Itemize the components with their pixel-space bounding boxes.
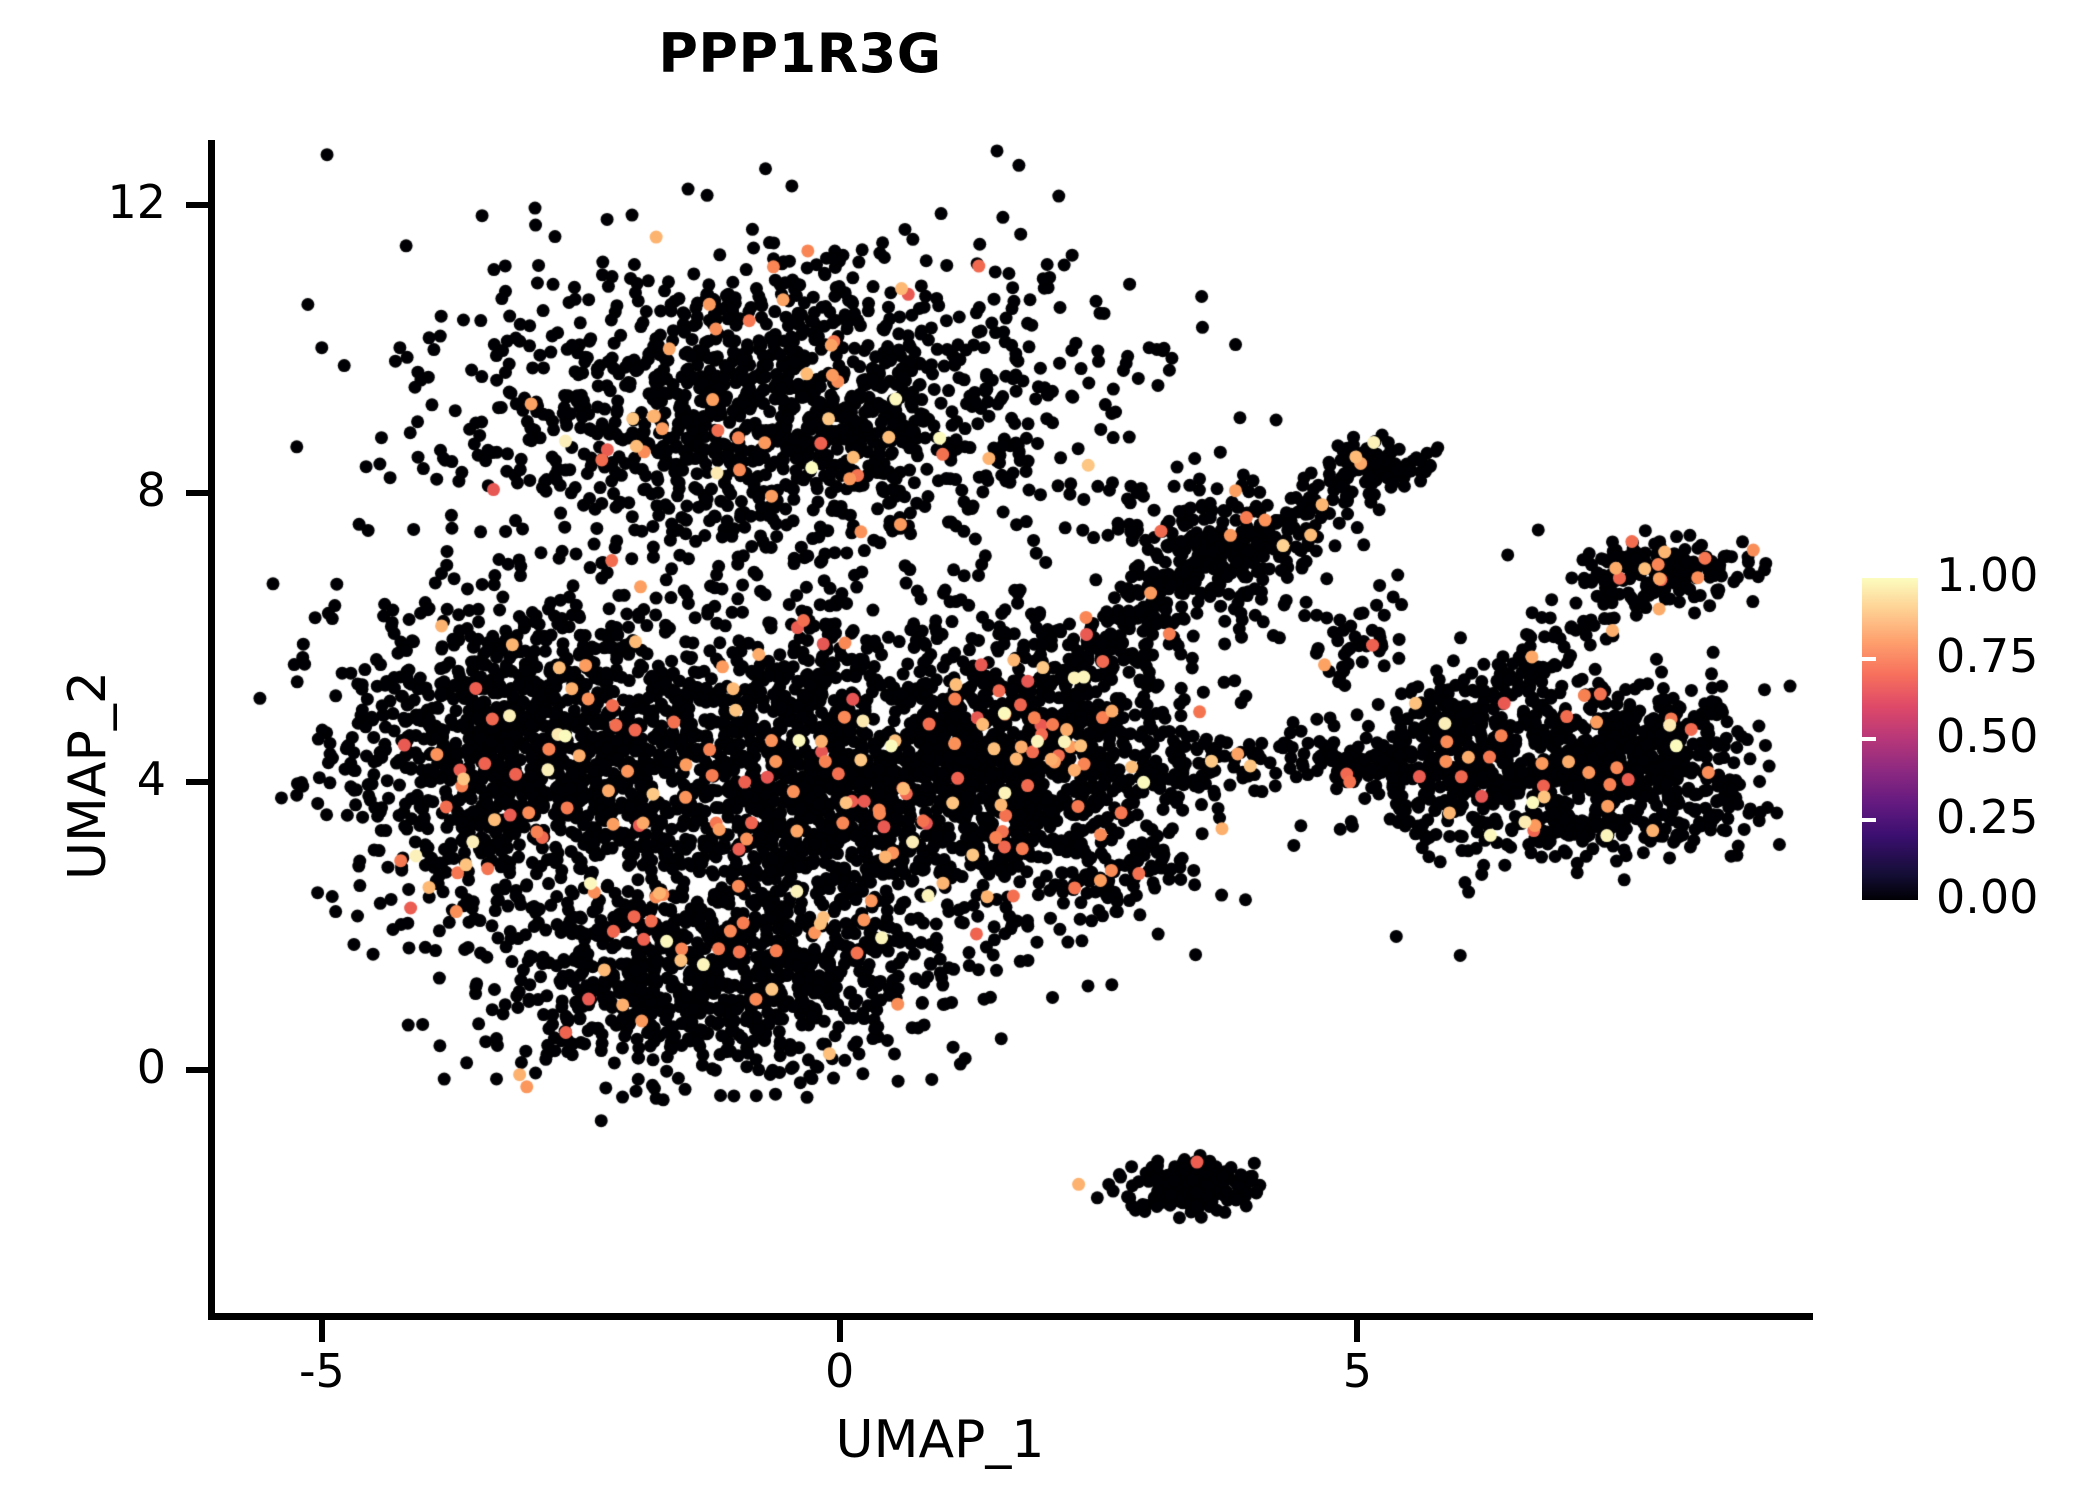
- y-tick-label: 8: [136, 463, 166, 518]
- x-tick-label: 0: [825, 1344, 855, 1398]
- colorbar-tick-label: 0.50: [1936, 709, 2039, 763]
- scatter-plot-area[interactable]: [208, 140, 1813, 1315]
- y-tick-mark: [186, 490, 208, 497]
- colorbar-tick-label: 0.00: [1936, 870, 2039, 924]
- colorbar-tick-mark: [1862, 656, 1876, 661]
- y-tick-label: 4: [136, 751, 166, 806]
- colorbar-tick-label: 0.75: [1936, 628, 2039, 683]
- x-axis-title: UMAP_1: [835, 1410, 1045, 1470]
- colorbar-tick-label: 0.25: [1936, 789, 2039, 844]
- colorbar-tick-label: 1.00: [1936, 548, 2039, 602]
- y-tick-label: 0: [136, 1039, 166, 1094]
- colorbar-tick-mark: [1862, 817, 1876, 822]
- y-tick-mark: [186, 201, 208, 208]
- colorbar-tick-mark: [1862, 737, 1876, 741]
- y-tick-mark: [186, 1066, 208, 1073]
- page-title: PPP1R3G: [658, 22, 942, 85]
- x-tick-label: -5: [298, 1344, 345, 1398]
- y-axis-title: UMAP_2: [58, 671, 118, 880]
- y-tick-label: 12: [107, 174, 166, 229]
- x-axis-line: [208, 1313, 1813, 1320]
- colorbar-tick-mark: [1848, 817, 1862, 822]
- scatter-canvas[interactable]: [208, 140, 1813, 1315]
- y-tick-mark: [186, 778, 208, 785]
- x-tick-label: 5: [1342, 1344, 1373, 1398]
- y-axis-line: [208, 140, 215, 1320]
- colorbar-tick-mark: [1848, 656, 1862, 661]
- x-tick-mark: [318, 1320, 325, 1342]
- colorbar-tick-mark: [1848, 737, 1862, 741]
- x-tick-mark: [1354, 1320, 1361, 1342]
- x-tick-mark: [836, 1320, 843, 1342]
